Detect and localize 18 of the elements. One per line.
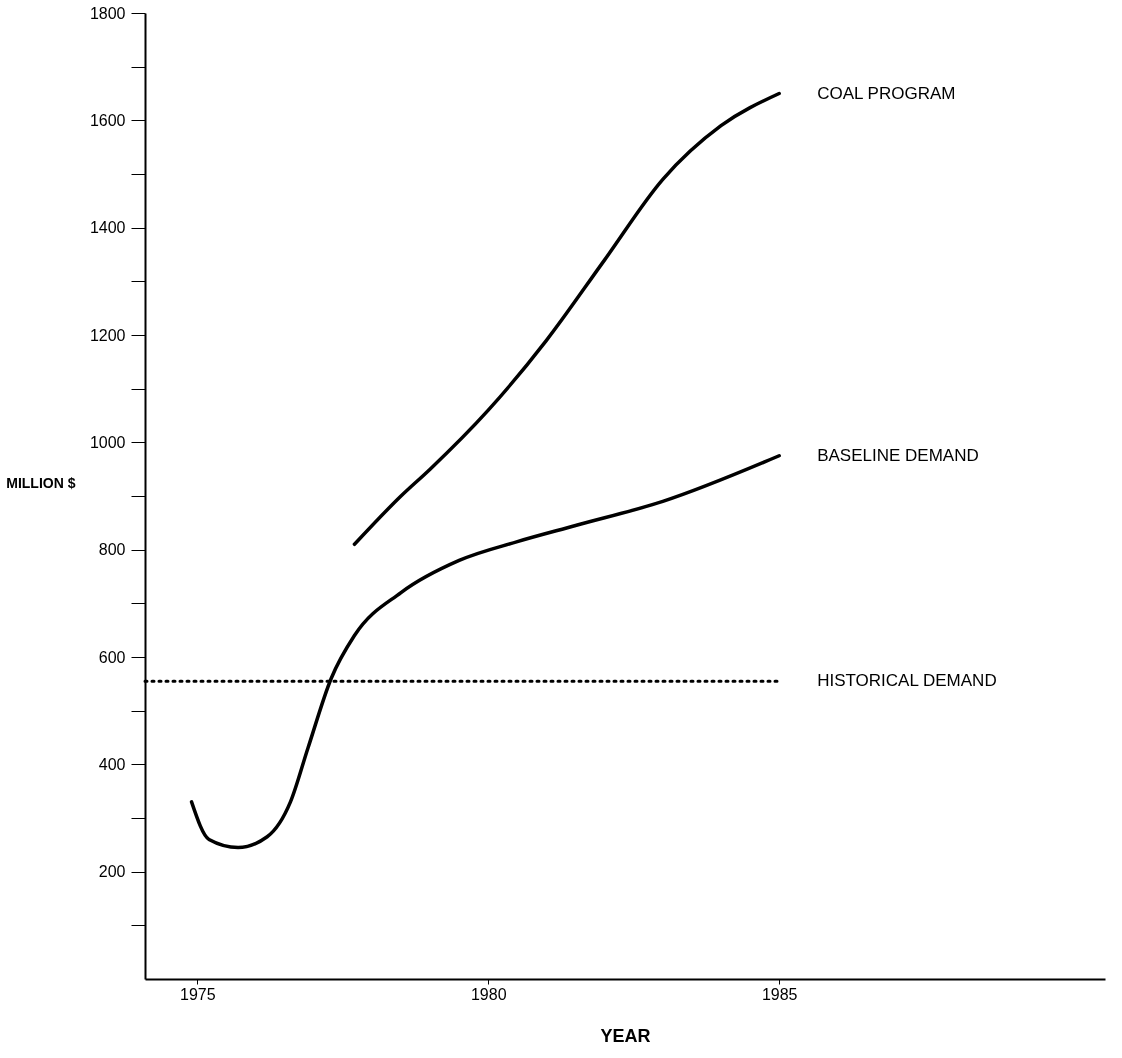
x-axis-title: YEAR <box>600 1025 651 1046</box>
text: HISTORICAL DEMAND <box>817 671 997 691</box>
y-axis-title: MILLION $ <box>6 474 76 491</box>
y-tick-label: 400 <box>98 755 126 773</box>
text: COAL PROGRAM <box>817 83 956 103</box>
text: BASELINE DEMAND <box>817 445 979 465</box>
y-tick-label: 200 <box>98 863 126 881</box>
y-tick-label: 1400 <box>89 219 126 237</box>
y-tick-label: 1800 <box>89 4 126 22</box>
y-tick-label: 1000 <box>89 433 126 451</box>
x-tick-label: 1980 <box>470 985 507 1003</box>
x-tick-label: 1985 <box>761 985 798 1003</box>
x-tick-label: 1975 <box>180 985 216 1003</box>
y-tick-label: 1600 <box>89 111 126 129</box>
y-tick-label: 1200 <box>89 326 126 344</box>
y-tick-label: 600 <box>98 648 126 666</box>
line-series <box>352 91 781 547</box>
y-tick-label: 800 <box>98 541 126 559</box>
